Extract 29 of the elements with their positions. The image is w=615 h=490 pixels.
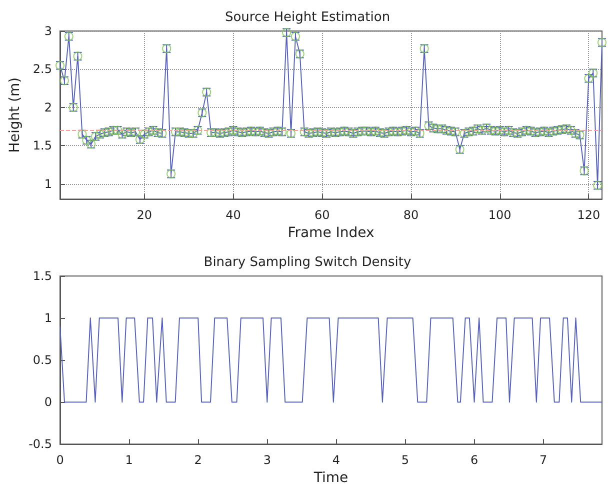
y-axis-title: Height (m) — [7, 77, 24, 153]
x-tick-label: 7 — [539, 453, 548, 468]
y-tick-label: 3 — [44, 24, 52, 38]
x-axis-title: Time — [312, 470, 348, 486]
y-tick-label: 1.5 — [32, 269, 52, 283]
y-tick-label: 1.5 — [32, 138, 52, 153]
y-tick-label: 0.5 — [32, 353, 52, 368]
y-tick-label: 2.5 — [32, 62, 52, 76]
x-tick-label: 80 — [403, 208, 419, 222]
x-axis-title: Frame Index — [288, 225, 374, 241]
x-tick-label: 5 — [401, 453, 410, 468]
x-tick-label: 2 — [194, 453, 202, 468]
x-tick-label: 20 — [136, 208, 152, 222]
x-tick-label: 4 — [332, 453, 340, 468]
x-tick-label: 120 — [577, 208, 600, 222]
y-tick-label: 1 — [44, 176, 52, 191]
y-tick-label: 0 — [44, 395, 52, 410]
x-tick-label: 100 — [488, 208, 512, 222]
x-tick-label: 40 — [226, 208, 241, 222]
y-tick-label: -0.5 — [28, 437, 52, 452]
x-tick-label: 60 — [314, 208, 330, 222]
y-tick-label: 1 — [44, 311, 52, 326]
y-tick-label: 2 — [44, 100, 52, 114]
chart-title: Source Height Estimation — [224, 10, 390, 25]
x-tick-label: 3 — [263, 453, 271, 468]
x-tick-label: 0 — [56, 453, 64, 468]
chart-title: Binary Sampling Switch Density — [204, 255, 412, 270]
x-tick-label: 1 — [125, 453, 133, 468]
x-tick-label: 6 — [470, 453, 478, 468]
